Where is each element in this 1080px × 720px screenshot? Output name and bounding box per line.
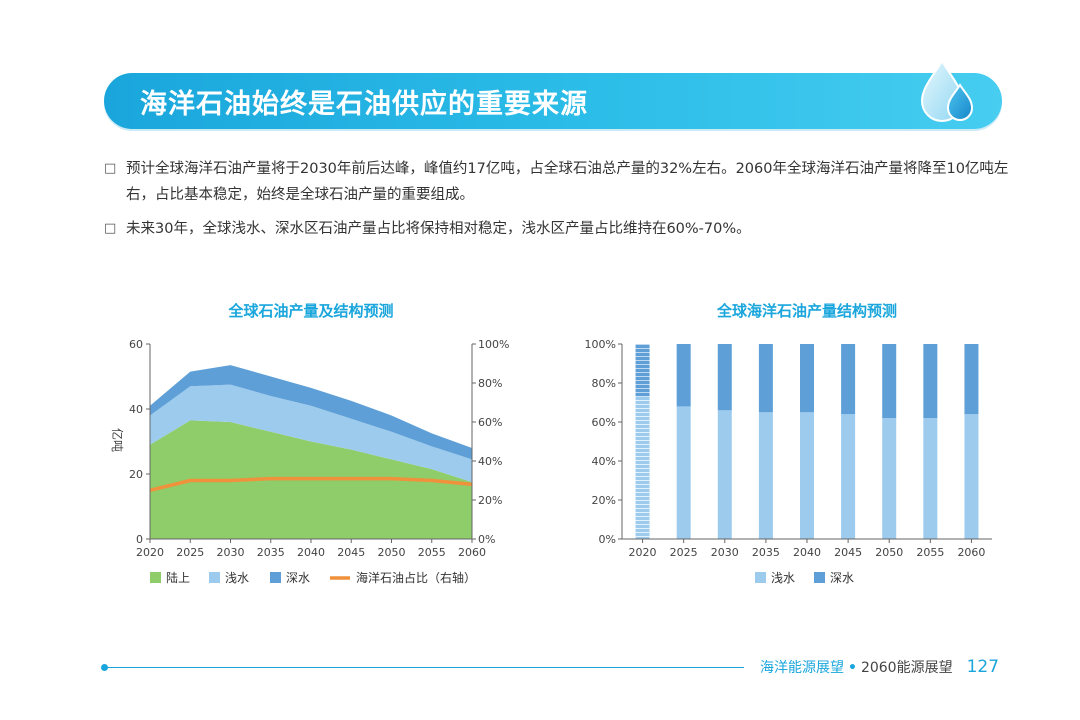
checkbox-bullet-icon: □	[104, 161, 117, 176]
page-title: 海洋石油始终是石油供应的重要来源	[140, 89, 588, 120]
bar-deep	[882, 344, 897, 419]
x-tick-label: 2020	[629, 546, 657, 559]
x-tick-label: 2055	[916, 546, 944, 559]
left-chart-title: 全球石油产量及结构预测	[228, 302, 394, 320]
y-tick-label: 40%	[592, 455, 616, 468]
x-tick-label: 2040	[297, 546, 325, 559]
bar-deep	[841, 344, 856, 415]
checkbox-bullet-icon: □	[104, 221, 117, 236]
bullet-text: 未来30年，全球浅水、深水区石油产量占比将保持相对稳定，浅水区产量占比维持在60…	[126, 221, 751, 237]
y-tick-label: 0%	[599, 533, 616, 546]
y-tick-label: 60%	[592, 416, 616, 429]
y-tick-label: 40	[129, 403, 143, 416]
bullet-text: 预计全球海洋石油产量将于2030年前后达峰，峰值约17亿吨，占全球石油总产量的3…	[126, 161, 1009, 203]
x-tick-label: 2035	[257, 546, 285, 559]
x-tick-label: 2020	[136, 546, 164, 559]
bar-shallow	[676, 406, 691, 539]
y-tick-label: 80%	[592, 377, 616, 390]
legend-swatch	[150, 572, 161, 583]
x-tick-label: 2035	[752, 546, 780, 559]
x-tick-label: 2060	[458, 546, 486, 559]
x-tick-label: 2030	[711, 546, 739, 559]
footer: 海洋能源展望 • 2060能源展望 127	[760, 657, 999, 677]
bar-shallow	[800, 412, 814, 539]
legend-label: 浅水	[771, 571, 795, 585]
y2-tick-label: 80%	[478, 377, 502, 390]
y2-tick-label: 100%	[478, 338, 509, 351]
y-tick-label: 20	[129, 468, 143, 481]
y2-tick-label: 40%	[478, 455, 502, 468]
legend-label: 深水	[830, 571, 854, 585]
footer-book-title: 2060能源展望	[860, 660, 953, 676]
x-tick-label: 2050	[378, 546, 406, 559]
legend-label: 陆上	[166, 570, 190, 585]
x-tick-label: 2025	[670, 546, 698, 559]
y2-tick-label: 60%	[478, 416, 502, 429]
legend-swatch	[814, 572, 825, 583]
bar-deep	[758, 344, 773, 413]
right-chart-title: 全球海洋石油产量结构预测	[716, 302, 897, 320]
x-tick-label: 2060	[957, 546, 985, 559]
bar-shallow	[923, 418, 938, 539]
y2-tick-label: 20%	[478, 494, 502, 507]
bar-shallow	[964, 414, 979, 539]
bar-deep	[717, 344, 732, 411]
title-banner: 海洋石油始终是石油供应的重要来源	[104, 73, 1002, 129]
bar-shallow	[717, 410, 732, 539]
x-tick-label: 2045	[834, 546, 862, 559]
y-tick-label: 20%	[592, 494, 616, 507]
y2-tick-label: 0%	[478, 533, 495, 546]
y-tick-label: 0	[136, 533, 143, 546]
y-tick-label: 100%	[585, 338, 616, 351]
footer-rule	[104, 667, 744, 668]
x-tick-label: 2055	[418, 546, 446, 559]
legend-label: 浅水	[225, 571, 249, 585]
area-shallow	[150, 384, 472, 483]
ratio-line	[149, 476, 473, 493]
x-tick-label: 2050	[875, 546, 903, 559]
y-axis-label: 亿吨	[110, 428, 125, 452]
x-tick-label: 2045	[337, 546, 365, 559]
bar-shallow	[841, 414, 856, 539]
bar-shallow	[635, 396, 650, 539]
bar-deep	[800, 344, 814, 413]
bar-deep	[923, 344, 938, 419]
legend-swatch	[270, 572, 281, 583]
legend-swatch	[755, 572, 766, 583]
legend-label: 深水	[286, 571, 310, 585]
bar-shallow	[758, 412, 773, 539]
bar-shallow	[882, 418, 897, 539]
bar-deep	[635, 344, 650, 397]
legend-label: 海洋石油占比（右轴）	[356, 570, 476, 585]
page-number: 127	[966, 657, 1000, 677]
x-tick-label: 2025	[176, 546, 204, 559]
bar-deep	[964, 344, 979, 415]
bullet-item: □ 预计全球海洋石油产量将于2030年前后达峰，峰值约17亿吨，占全球石油总产量…	[104, 156, 1009, 208]
y-tick-label: 60	[129, 338, 143, 351]
footer-brand: 海洋能源展望	[760, 660, 844, 676]
bar-deep	[676, 344, 691, 407]
footer-separator: •	[848, 660, 857, 676]
water-drop-icon	[920, 58, 974, 122]
x-tick-label: 2040	[793, 546, 821, 559]
x-tick-label: 2030	[217, 546, 245, 559]
legend-swatch	[209, 572, 220, 583]
bullet-item: □ 未来30年，全球浅水、深水区石油产量占比将保持相对稳定，浅水区产量占比维持在…	[104, 216, 1009, 242]
bullet-list: □ 预计全球海洋石油产量将于2030年前后达峰，峰值约17亿吨，占全球石油总产量…	[104, 156, 1009, 250]
